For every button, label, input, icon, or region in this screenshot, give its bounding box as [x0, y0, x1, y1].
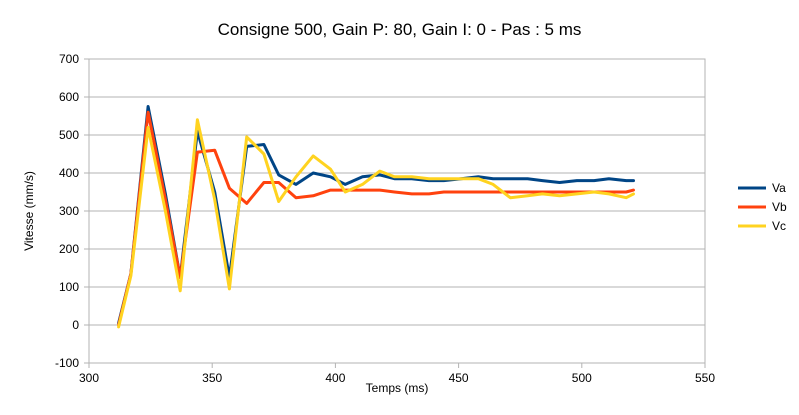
- y-tick-label: 500: [59, 128, 79, 142]
- x-tick-label: 300: [79, 371, 99, 385]
- chart-title: Consigne 500, Gain P: 80, Gain I: 0 - Pa…: [218, 20, 582, 39]
- x-tick-label: 450: [449, 371, 469, 385]
- y-tick-label: 0: [72, 318, 79, 332]
- series-lines: [117, 105, 635, 329]
- legend-label-vc: Vc: [772, 219, 786, 233]
- series-line-vc: [117, 118, 635, 329]
- x-axis-label: Temps (ms): [366, 381, 429, 395]
- x-tick-label: 500: [572, 371, 592, 385]
- y-tick-label: 400: [59, 166, 79, 180]
- y-tick-label: 600: [59, 90, 79, 104]
- y-tick-label: 200: [59, 242, 79, 256]
- x-tick-label: 350: [202, 371, 222, 385]
- y-tick-label: 700: [59, 52, 79, 66]
- y-axis-label: Vitesse (mm/s): [22, 171, 36, 251]
- legend-label-va: Va: [772, 181, 786, 195]
- x-tick-label: 550: [695, 371, 715, 385]
- grid-lines: [89, 58, 705, 364]
- legend: Va Vb Vc: [738, 181, 787, 233]
- y-axis-ticks: -100 0 100 200 300 400 500 600 700: [55, 52, 89, 370]
- legend-label-vb: Vb: [772, 200, 787, 214]
- y-tick-label: -100: [55, 356, 79, 370]
- y-tick-label: 100: [59, 280, 79, 294]
- y-tick-label: 300: [59, 204, 79, 218]
- x-axis-ticks: 300 350 400 450 500 550: [79, 363, 715, 385]
- x-tick-label: 400: [325, 371, 345, 385]
